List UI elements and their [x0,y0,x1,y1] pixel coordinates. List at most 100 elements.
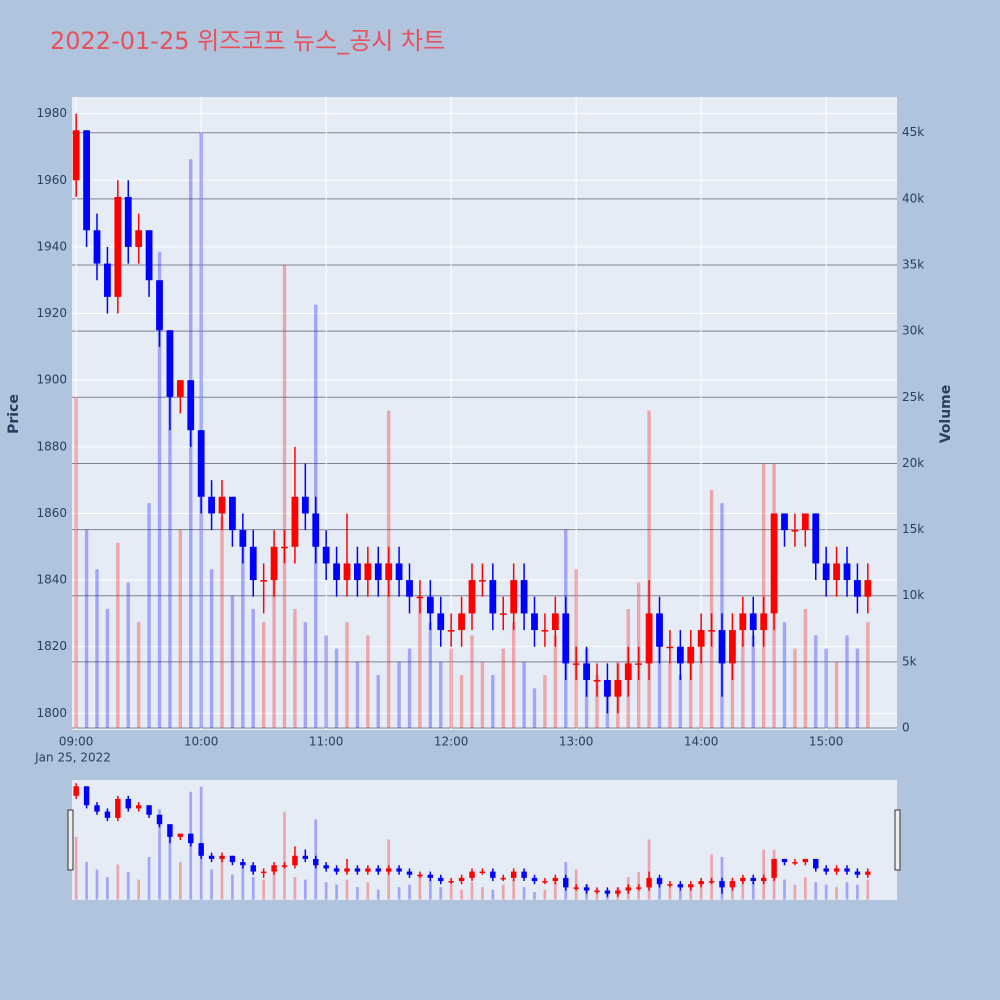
volume-bar [699,882,703,900]
volume-bar [303,879,307,900]
candle-body [427,874,434,878]
volume-bar [689,884,693,900]
candle-body [313,858,319,866]
volume-bar [106,877,109,900]
candle-body [125,798,131,809]
candle-body [343,563,351,581]
volume-bar [845,882,849,900]
candle-body [500,877,506,880]
volume-bar [657,635,662,729]
candle-body [698,881,704,885]
volume-bar [293,877,297,900]
volume-bar [261,622,266,729]
candle-body [260,580,268,582]
candle-body [635,663,643,665]
candle-body [510,580,518,614]
volume-bar [272,569,276,729]
volume-bar [428,622,433,729]
candle-body [541,630,549,632]
volume-bar [731,884,734,900]
y2-tick-label: 10k [902,588,924,602]
candle-body [198,843,204,856]
y-tick-label: 1840 [36,573,67,587]
volume-bar [449,884,453,900]
y2-tick-label: 30k [902,324,924,338]
candle-body [531,877,538,882]
y-tick-label: 1960 [36,173,67,187]
y2-tick-label: 35k [902,258,924,272]
candle-body [292,855,298,866]
candle-body [322,546,330,564]
volume-bar [501,884,505,900]
volume-bar [835,887,838,900]
candle-body [188,833,194,844]
candle-body [688,884,694,888]
volume-bar [678,889,682,900]
candle-body [594,890,600,893]
candle-body [812,513,820,564]
candle-body [281,865,288,867]
candle-body [760,613,768,631]
candle-body [854,580,861,597]
candle-body [406,580,413,597]
y-tick-label: 1800 [36,706,67,720]
candle-body [781,513,788,531]
candle-body [354,868,361,872]
volume-bar [439,661,443,729]
volume-bar [439,887,443,900]
candle-body [301,496,309,514]
volume-bar [334,648,339,729]
y2-tick-label: 20k [902,456,924,470]
candle-body [573,887,579,889]
candle-body [645,613,653,664]
volume-bar [210,869,213,900]
candle-body [219,855,225,859]
candle-body [438,877,444,882]
candle-body [385,868,392,872]
candle-body [385,563,393,581]
volume-bar [658,882,661,900]
candle-body [708,881,715,883]
candle-body [333,563,340,581]
candle-body [124,196,132,247]
candle-body [864,580,872,597]
volume-bar [491,675,495,729]
x-tick-label: 09:00 [59,735,94,749]
volume-bar [481,887,484,900]
volume-bar [324,635,328,729]
volume-bar [511,622,516,729]
range-handle[interactable] [894,809,901,871]
x-date-label: Jan 25, 2022 [34,751,111,765]
volume-bar [855,648,860,729]
candle-body [615,890,621,894]
volume-bar [647,410,651,729]
candle-body [145,230,153,281]
volume-bar [116,542,120,729]
x-tick-label: 15:00 [809,735,844,749]
candle-body [93,230,101,264]
volume-bar [783,879,786,900]
volume-bar [522,661,526,729]
volume-bar [272,869,276,900]
candle-body [656,877,663,885]
candle-body [551,613,559,631]
volume-bar [366,635,370,729]
volume-bar [95,869,99,900]
candle-body [624,663,632,681]
candle-body [135,230,143,247]
candle-body [354,563,361,581]
volume-bar [803,608,808,729]
candle-body [167,824,173,837]
volume-bar [522,887,526,900]
candle-body [197,430,205,497]
candle-body [176,380,184,397]
volume-bar [543,675,547,729]
volume-bar [137,879,141,900]
range-slider[interactable] [72,780,897,900]
volume-bar [220,516,224,729]
candle-body [489,580,497,614]
range-handle[interactable] [67,809,74,871]
volume-bar [95,569,99,729]
volume-bar [480,661,485,729]
candle-body [416,596,424,599]
